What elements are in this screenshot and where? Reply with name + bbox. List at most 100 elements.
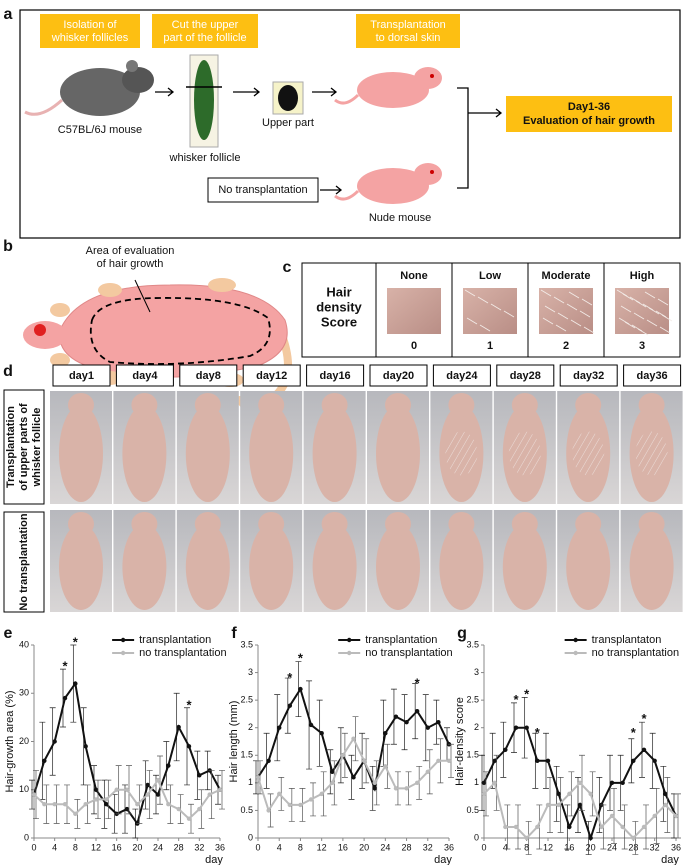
point [556, 802, 561, 808]
point [186, 816, 192, 821]
x-tick-label: 8 [524, 842, 529, 852]
mouse-head [638, 512, 665, 536]
point [663, 791, 668, 797]
point [351, 775, 356, 780]
point [62, 802, 68, 807]
point [73, 681, 78, 686]
day-label: day28 [510, 370, 541, 382]
mouse-body [249, 524, 294, 610]
x-tick-label: 4 [277, 842, 282, 852]
panel-label: f [231, 625, 237, 642]
point [287, 802, 293, 808]
hair-stroke [633, 312, 645, 320]
mouse-head [131, 393, 158, 417]
point [62, 695, 68, 701]
step-label: to dorsal skin [376, 32, 441, 44]
donor-label: C57BL/6J mouse [58, 124, 142, 136]
point [535, 824, 540, 830]
hair-stroke [622, 293, 634, 301]
mouse-body [376, 405, 420, 502]
hair-stroke [464, 289, 476, 297]
hair-stroke [620, 305, 632, 313]
point [93, 787, 99, 792]
mouse-body [59, 524, 103, 610]
y-tick-label: 20 [19, 736, 29, 746]
step-label: Cut the upper [172, 19, 239, 31]
point [492, 758, 497, 763]
hair-stroke [557, 312, 569, 320]
x-tick-label: 28 [174, 842, 184, 852]
point [404, 786, 409, 791]
upper-label: Upper part [262, 117, 314, 129]
point [266, 758, 271, 763]
mouse-body [629, 524, 674, 610]
x-tick-label: 8 [298, 842, 303, 852]
point [652, 813, 657, 819]
day-box [306, 364, 365, 387]
panel-label: c [283, 259, 292, 276]
day-label: day20 [383, 370, 414, 382]
hair-stroke [555, 324, 567, 332]
point [197, 806, 202, 812]
point [197, 773, 202, 778]
point [176, 724, 181, 730]
step-label: whisker follicles [51, 32, 129, 44]
hair-stroke [490, 303, 502, 311]
significance-mark: * [641, 711, 647, 726]
point [93, 797, 99, 802]
significance-mark: * [524, 686, 530, 701]
day-label: day1 [69, 370, 94, 382]
legend-label: no transplantation [365, 647, 452, 659]
day-box [496, 364, 555, 387]
step-label: part of the follicle [163, 32, 246, 44]
point [207, 792, 212, 797]
point [361, 758, 367, 763]
significance-mark: * [287, 670, 293, 685]
level-name: Low [479, 270, 501, 282]
mouse-body [502, 524, 547, 610]
mouse-head [131, 512, 158, 536]
y-tick-label: 2 [248, 722, 253, 732]
day-box [115, 364, 174, 387]
hair-stroke [542, 317, 554, 325]
x-tick-label: 16 [112, 842, 122, 852]
point [425, 725, 430, 730]
row-label: of upper parts of [18, 403, 30, 491]
row-box [3, 389, 45, 505]
point [308, 797, 314, 802]
mouse-head [448, 512, 475, 536]
outcome-label: Evaluation of hair growth [523, 115, 655, 127]
x-tick-label: 20 [359, 842, 369, 852]
x-tick-label: 0 [255, 842, 260, 852]
mouse-head [194, 512, 221, 536]
skin-photo [615, 288, 669, 334]
point [481, 791, 487, 797]
x-axis-label: day [434, 854, 452, 865]
x-axis-label: day [205, 854, 223, 865]
point [155, 777, 161, 783]
y-tick-label: 3 [248, 667, 253, 677]
point [609, 813, 615, 819]
x-tick-label: 24 [607, 842, 617, 852]
point [319, 791, 324, 797]
skin-photo [387, 288, 441, 334]
y-tick-label: 1.5 [240, 750, 253, 760]
hair-stroke [466, 317, 478, 325]
level-score: 3 [639, 340, 645, 352]
point [588, 835, 593, 841]
point [83, 744, 88, 749]
mouse-body [439, 524, 484, 610]
step-label: Isolation of [63, 19, 117, 31]
point [287, 703, 293, 708]
y-tick-label: 2 [474, 722, 479, 732]
mouse-head [575, 393, 602, 417]
point [52, 739, 57, 744]
point [436, 758, 441, 763]
mouse-head [321, 512, 348, 536]
point [414, 780, 420, 786]
day-label: day8 [196, 370, 221, 382]
hair-stroke [553, 296, 565, 304]
y-tick-label: 0 [248, 832, 253, 842]
x-tick-label: 0 [481, 842, 486, 852]
x-tick-label: 32 [194, 842, 204, 852]
